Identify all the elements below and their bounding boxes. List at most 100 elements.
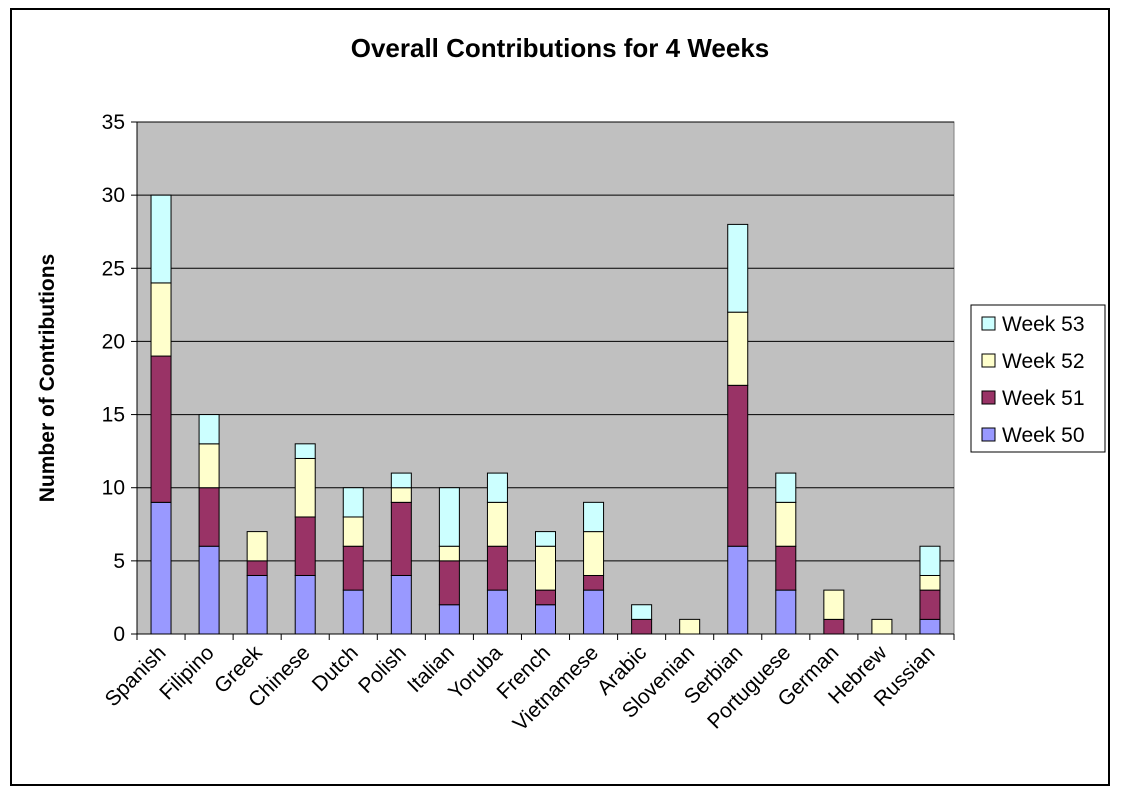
y-tick-label: 5 [113, 550, 125, 573]
y-tick-label: 25 [102, 257, 125, 280]
bar-segment [342, 545, 364, 591]
bar-segment [871, 618, 893, 635]
bar-stack-chinese [294, 443, 316, 635]
bar-stack-polish [390, 472, 412, 635]
bar-segment [390, 487, 412, 503]
bar-segment [583, 531, 605, 576]
bar-segment [294, 516, 316, 576]
x-tick-label: Dutch [308, 641, 363, 696]
chart-title: Overall Contributions for 4 Weeks [351, 33, 770, 63]
legend-swatch [981, 390, 996, 405]
bar-segment [246, 531, 268, 562]
bar-stack-filipino [198, 414, 220, 635]
bar-segment [775, 501, 797, 547]
bar-stack-russian [919, 545, 941, 635]
bar-segment [438, 560, 460, 606]
bar-segment [823, 618, 845, 635]
bar-segment [535, 604, 556, 635]
bar-segment [390, 501, 412, 576]
bar-segment [919, 574, 941, 591]
legend-label: Week 53 [1002, 313, 1085, 336]
y-tick-label: 20 [102, 330, 125, 353]
bar-segment [486, 545, 508, 591]
bar-segment [727, 311, 749, 386]
bar-segment [150, 355, 172, 503]
bar-segment [294, 457, 316, 518]
x-tick-label: Polish [354, 641, 411, 698]
axes [131, 121, 955, 640]
bar-segment [150, 501, 172, 635]
bar-segment [679, 618, 701, 635]
bars [150, 194, 941, 635]
bar-stack-serbian [727, 223, 749, 635]
legend-swatch [981, 316, 996, 331]
y-tick-labels: 0 5 10 15 20 25 30 35 [102, 111, 125, 646]
gridlines [137, 121, 954, 562]
bar-segment [583, 501, 605, 533]
bar-segment [150, 282, 172, 357]
bar-segment [727, 545, 749, 635]
bar-segment [486, 472, 508, 503]
bar-segment [775, 589, 797, 635]
x-tick-label: Filipino [155, 641, 218, 704]
bar-segment [390, 472, 412, 489]
bar-stack-slovenian [679, 618, 701, 635]
bar-segment [919, 618, 941, 635]
bar-stack-spanish [150, 194, 172, 635]
bar-stack-italian [438, 487, 460, 635]
bar-segment [342, 487, 364, 518]
y-axis-label: Number of Contributions [36, 254, 59, 502]
bar-segment [583, 589, 605, 635]
bar-segment [438, 487, 460, 547]
bar-segment [919, 589, 941, 620]
legend-swatch [981, 427, 996, 442]
y-tick-label: 15 [102, 404, 125, 427]
y-tick-label: 35 [102, 111, 125, 134]
bar-segment [198, 414, 220, 445]
bar-segment [631, 618, 653, 635]
bar-segment [294, 574, 316, 635]
bar-segment [486, 589, 508, 635]
bar-stack-portuguese [775, 472, 797, 635]
bar-stack-french [535, 531, 556, 635]
bar-stack-yoruba [486, 472, 508, 635]
y-tick-label: 30 [102, 184, 125, 207]
bar-segment [342, 589, 364, 635]
bar-segment [535, 589, 556, 606]
bar-segment [198, 487, 220, 547]
bar-segment [246, 574, 268, 635]
x-tick-label: Yoruba [444, 641, 507, 704]
legend: Week 53 Week 52 Week 51 Week 50 [970, 304, 1106, 453]
bar-segment [775, 545, 797, 591]
bar-segment [535, 531, 556, 547]
bar-stack-greek [246, 531, 268, 635]
bar-segment [198, 545, 220, 635]
bar-segment [438, 604, 460, 635]
y-tick-label: 10 [102, 477, 125, 500]
x-tick-label: Spanish [101, 641, 171, 711]
bar-segment [150, 194, 172, 284]
legend-swatch [981, 353, 996, 368]
bar-segment [342, 516, 364, 547]
bar-stack-dutch [342, 487, 364, 635]
bar-segment [727, 223, 749, 313]
bar-segment [775, 472, 797, 503]
bar-segment [486, 501, 508, 547]
bar-segment [823, 589, 845, 620]
bar-stack-arabic [631, 604, 653, 635]
bar-segment [246, 560, 268, 576]
bar-segment [438, 545, 460, 562]
bar-segment [390, 574, 412, 635]
bar-stack-german [823, 589, 845, 635]
legend-label: Week 52 [1002, 350, 1085, 373]
bar-stack-vietnamese [583, 501, 605, 635]
bar-segment [535, 545, 556, 591]
bar-stack-hebrew [871, 618, 893, 635]
y-tick-label: 0 [113, 623, 125, 646]
legend-label: Week 51 [1002, 387, 1085, 410]
bar-segment [198, 443, 220, 489]
bar-segment [919, 545, 941, 576]
x-tick-labels: SpanishFilipinoGreekChineseDutchPolishIt… [101, 641, 940, 736]
bar-segment [583, 574, 605, 591]
